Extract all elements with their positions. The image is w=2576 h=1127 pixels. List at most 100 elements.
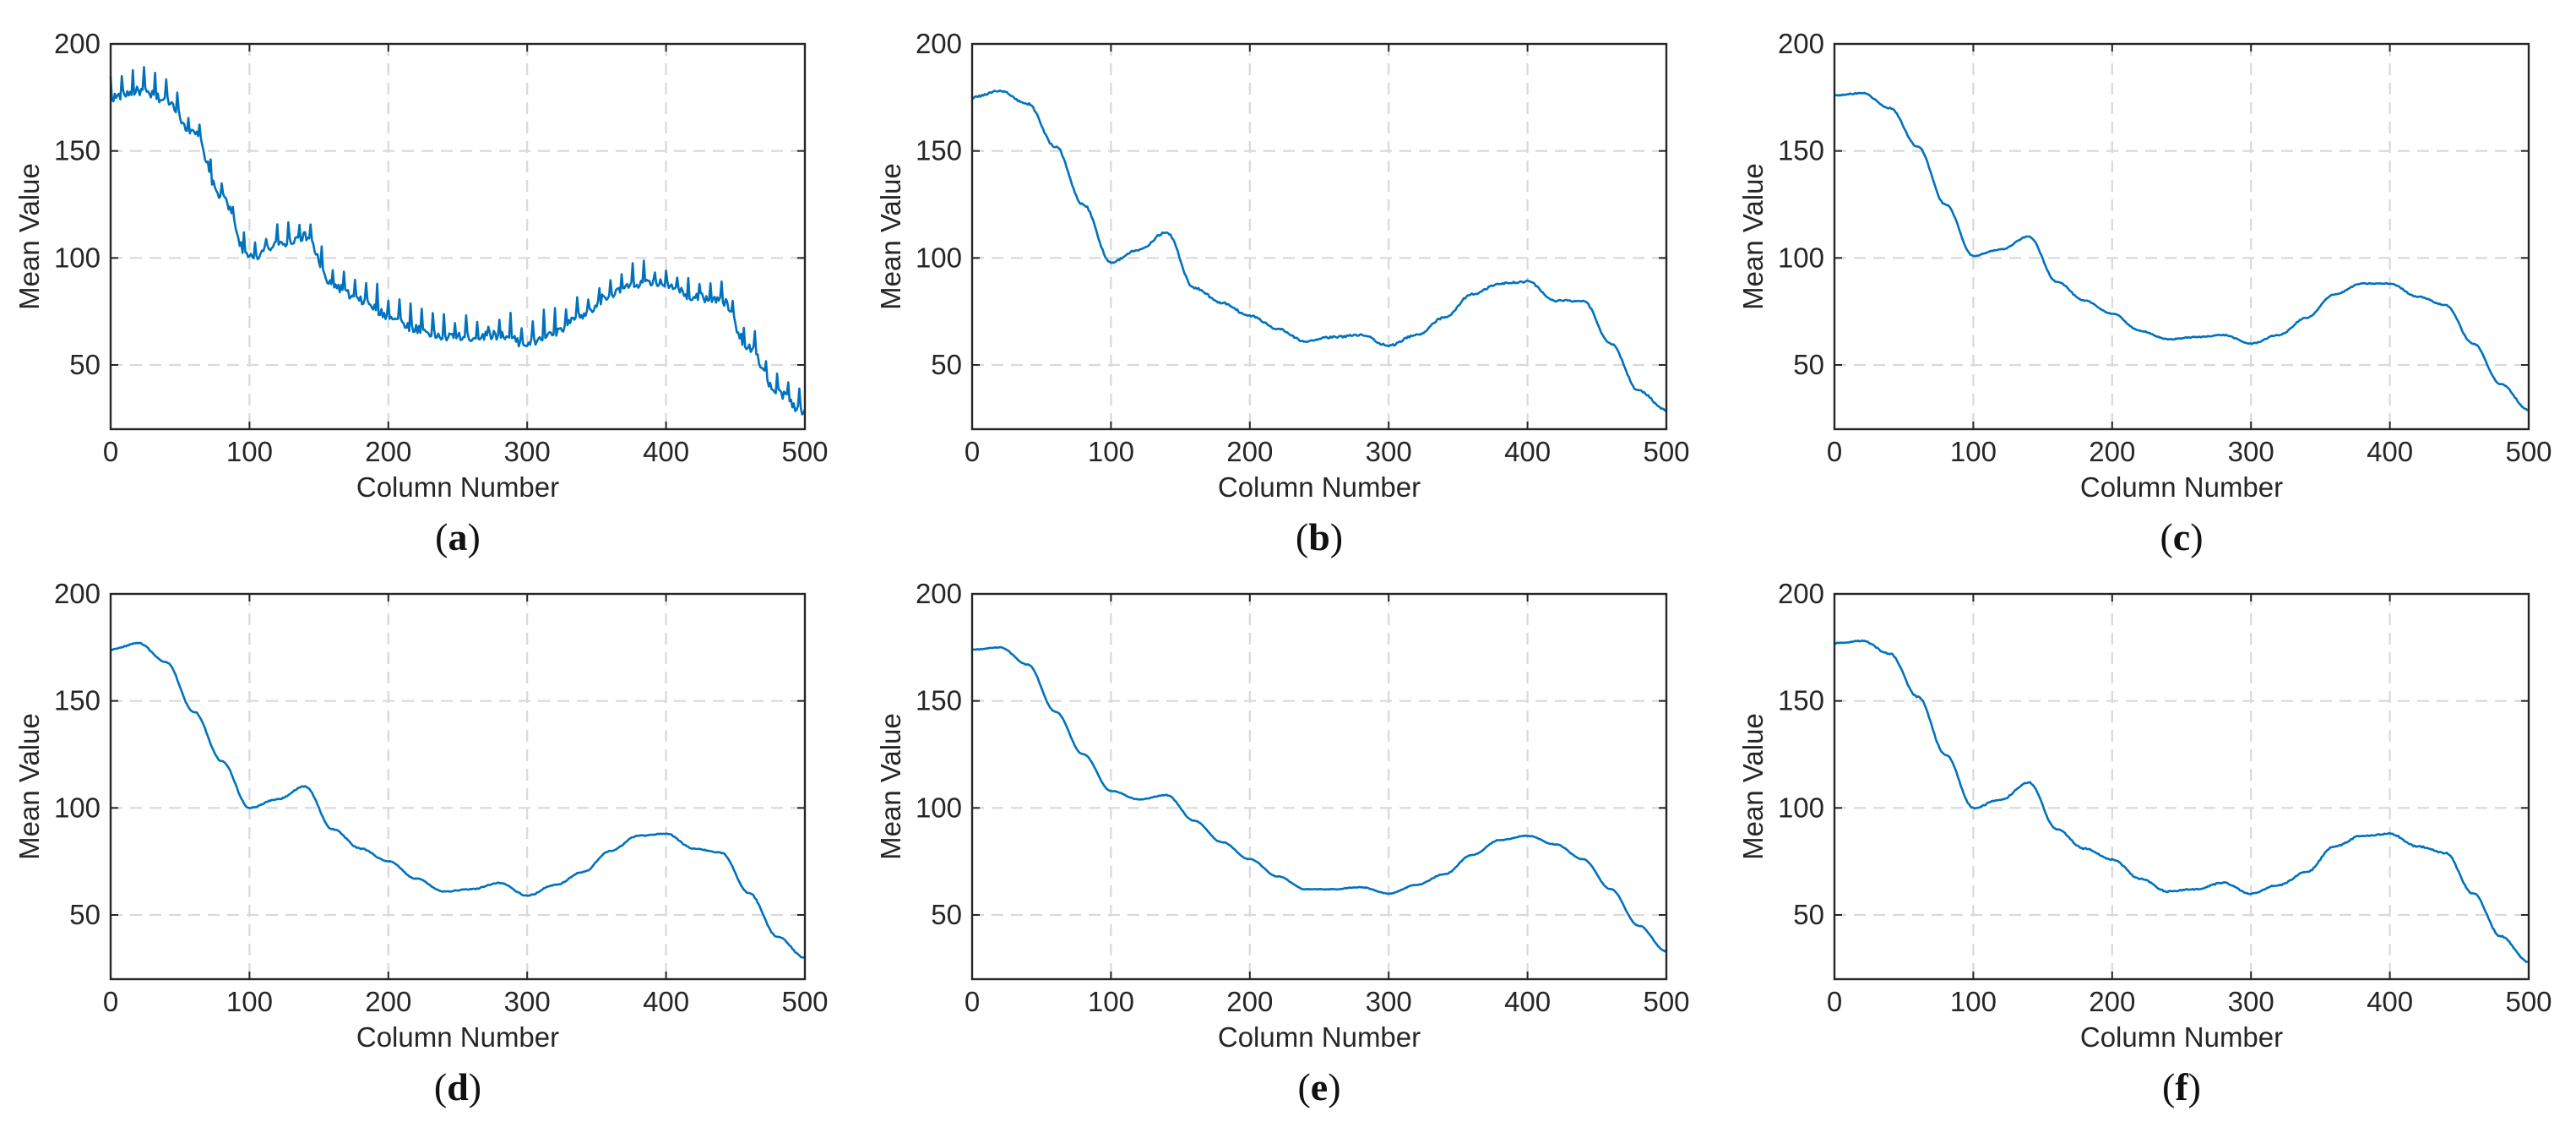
chart-panel-c: 0 100 200 300 400 500 50 100 150 200 Column Number… <box>1737 28 2552 558</box>
y-axis-title: Mean Value <box>1737 713 1769 860</box>
x-tick-label: 300 <box>2228 436 2274 467</box>
panel-label-letter: d <box>447 1065 469 1108</box>
plot-area <box>1834 44 2529 429</box>
x-tick-label: 500 <box>1643 986 1689 1017</box>
y-tick-label: 200 <box>1778 578 1824 609</box>
chart-panel-e: 0 100 200 300 400 500 50 100 150 200 Column Number… <box>875 578 1690 1108</box>
x-tick-label: 500 <box>2505 986 2552 1017</box>
panel-label: (c) <box>2160 515 2203 558</box>
x-tick-label: 200 <box>365 436 411 467</box>
x-tick-label: 200 <box>2089 436 2135 467</box>
y-tick-label: 100 <box>916 242 962 273</box>
series-line <box>109 66 807 416</box>
panel-label: (d) <box>434 1065 481 1108</box>
axes-box <box>109 42 807 431</box>
panel-label: (f) <box>2162 1065 2201 1108</box>
x-axis-title: Column Number <box>356 471 559 503</box>
y-tick-label: 50 <box>931 349 962 380</box>
x-axis-title: Column Number <box>2080 1021 2283 1053</box>
axes-box <box>1833 592 2530 981</box>
x-tick-label: 500 <box>781 436 828 467</box>
x-tick-label: 0 <box>103 436 118 467</box>
y-axis-title: Mean Value <box>1737 163 1769 310</box>
panel-label-letter: b <box>1308 515 1330 558</box>
x-axis-title: Column Number <box>1218 471 1421 503</box>
panel-label-letter: e <box>1311 1065 1328 1108</box>
panel-label-open: ( <box>435 515 448 558</box>
x-tick-label: 200 <box>365 986 411 1017</box>
x-tick-label: 100 <box>226 436 273 467</box>
x-tick-label: 300 <box>1366 986 1412 1017</box>
x-tick-label: 100 <box>1950 986 1997 1017</box>
x-tick-label: 0 <box>965 436 980 467</box>
x-tick-label: 0 <box>103 986 118 1017</box>
x-tick-label: 500 <box>1643 436 1689 467</box>
x-tick-label: 100 <box>1088 436 1134 467</box>
axes-box <box>1833 42 2530 431</box>
x-tick-label: 300 <box>504 436 551 467</box>
x-tick-label: 400 <box>2367 986 2413 1017</box>
chart-panel-b: 0 100 200 300 400 500 50 100 150 200 Column Number… <box>875 28 1690 558</box>
panel-label-close: ) <box>1328 1065 1340 1108</box>
y-axis-title: Mean Value <box>14 163 45 310</box>
y-tick-label: 200 <box>1778 28 1824 59</box>
x-tick-label: 200 <box>1226 436 1273 467</box>
x-tick-label: 300 <box>2228 986 2274 1017</box>
y-tick-label: 50 <box>1793 899 1824 930</box>
panel-label-open: ( <box>1296 515 1308 558</box>
series-line <box>110 641 806 960</box>
x-tick-label: 100 <box>226 986 273 1017</box>
series-line <box>971 645 1667 953</box>
x-tick-label: 200 <box>1226 986 1273 1017</box>
y-tick-label: 200 <box>916 28 962 59</box>
x-tick-label: 300 <box>504 986 551 1017</box>
y-tick-label: 150 <box>916 135 962 166</box>
panel-label-open: ( <box>434 1065 447 1108</box>
y-tick-label: 50 <box>1793 349 1824 380</box>
plot-area <box>972 44 1666 429</box>
x-axis-title: Column Number <box>1218 1021 1421 1053</box>
x-tick-label: 0 <box>1827 986 1842 1017</box>
y-axis-title: Mean Value <box>875 163 906 310</box>
x-tick-label: 100 <box>1088 986 1134 1017</box>
series-line <box>1834 91 2529 411</box>
panel-label-open: ( <box>2160 515 2172 558</box>
panel-label-letter: f <box>2175 1065 2188 1108</box>
panel-label: (e) <box>1297 1065 1340 1108</box>
panel-label-close: ) <box>468 515 481 558</box>
panel-label-open: ( <box>2162 1065 2175 1108</box>
y-tick-label: 150 <box>1778 135 1824 166</box>
x-tick-label: 400 <box>643 986 689 1017</box>
x-tick-label: 200 <box>2089 986 2135 1017</box>
x-axis-title: Column Number <box>2080 471 2283 503</box>
y-tick-label: 150 <box>1778 685 1824 716</box>
y-tick-label: 50 <box>69 349 101 380</box>
chart-panel-d: 0 100 200 300 400 500 50 100 150 200 Column Number… <box>14 578 829 1108</box>
y-tick-label: 200 <box>54 28 101 59</box>
panel-label-close: ) <box>2188 1065 2201 1108</box>
panel-label-close: ) <box>1330 515 1343 558</box>
panel-label-letter: a <box>448 515 468 558</box>
x-tick-label: 500 <box>781 986 828 1017</box>
panel-label-close: ) <box>2190 515 2203 558</box>
plot-area <box>972 594 1666 979</box>
y-tick-label: 200 <box>54 578 101 609</box>
panel-label: (a) <box>435 515 481 558</box>
x-tick-label: 300 <box>1366 436 1412 467</box>
axes-box <box>970 592 1668 981</box>
x-tick-label: 400 <box>2367 436 2413 467</box>
chart-panel-a: 0 100 200 300 400 500 50 100 150 200 Column Number… <box>14 28 829 558</box>
axes-box <box>970 42 1668 431</box>
plot-area <box>111 44 805 429</box>
x-tick-label: 0 <box>965 986 980 1017</box>
panel-label: (b) <box>1296 515 1343 558</box>
axes-box <box>109 592 807 981</box>
x-tick-label: 400 <box>643 436 689 467</box>
x-tick-label: 0 <box>1827 436 1842 467</box>
y-axis-title: Mean Value <box>14 713 45 860</box>
panel-label-letter: c <box>2173 515 2190 558</box>
y-tick-label: 100 <box>1778 242 1824 273</box>
y-tick-label: 50 <box>69 899 101 930</box>
y-tick-label: 100 <box>916 792 962 823</box>
y-tick-label: 100 <box>54 242 101 273</box>
